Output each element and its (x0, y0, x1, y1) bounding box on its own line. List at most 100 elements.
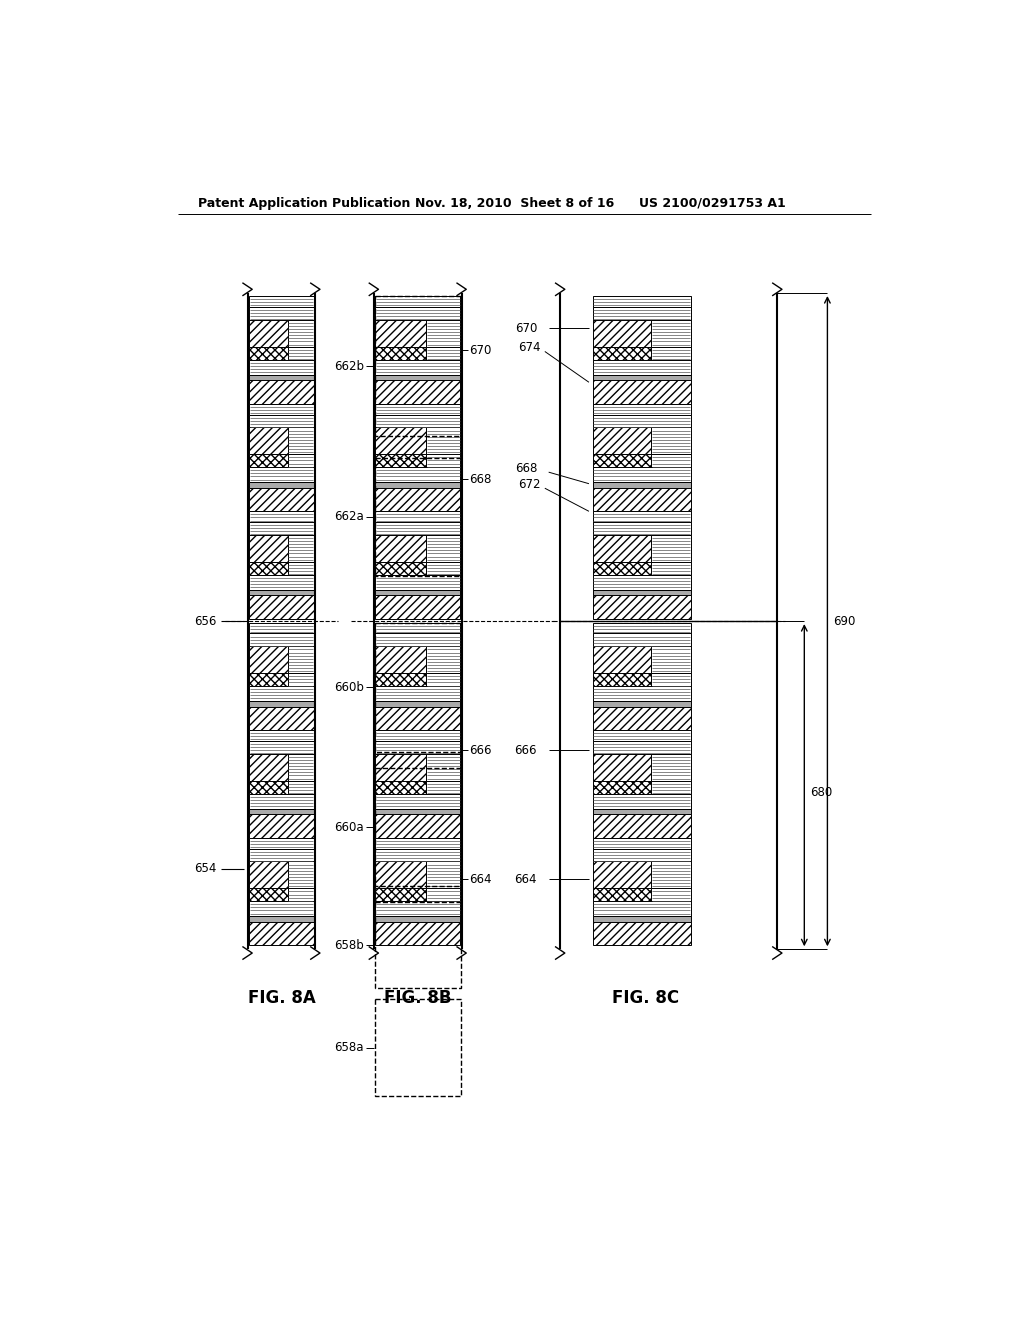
Bar (651, 454, 690, 467)
Text: 658a: 658a (335, 1041, 364, 1053)
Bar (249, 849, 313, 862)
Bar (376, 375, 460, 380)
Bar (249, 414, 313, 428)
Bar (376, 730, 460, 741)
Bar (593, 467, 690, 482)
Bar (249, 347, 288, 359)
Bar (376, 511, 460, 523)
Bar (560, 293, 777, 622)
Bar (376, 916, 460, 921)
Bar (593, 741, 690, 754)
Bar (376, 535, 426, 562)
Bar (249, 380, 313, 404)
Bar (376, 701, 460, 706)
Bar (376, 849, 460, 862)
Bar (593, 862, 651, 888)
Text: 656: 656 (195, 615, 217, 628)
Bar (376, 590, 460, 595)
Bar (376, 838, 460, 849)
Bar (593, 809, 690, 814)
Bar (376, 809, 460, 814)
Bar (593, 623, 690, 634)
Bar (593, 454, 651, 467)
Bar (249, 454, 288, 467)
Bar (651, 754, 690, 781)
Bar (249, 686, 313, 701)
Bar (376, 482, 460, 487)
Bar (426, 562, 460, 574)
Bar (288, 535, 313, 562)
Bar (593, 296, 690, 308)
Bar (651, 862, 690, 888)
Bar (249, 634, 313, 647)
Bar (249, 404, 313, 414)
Bar (593, 916, 690, 921)
Text: 662a: 662a (334, 511, 364, 523)
Bar (426, 347, 460, 359)
Bar (375, 999, 461, 1096)
Text: 668: 668 (469, 473, 492, 486)
Bar (249, 838, 313, 849)
Bar (249, 319, 288, 347)
Bar (593, 793, 690, 809)
Bar (593, 574, 690, 590)
Bar (249, 730, 313, 741)
Bar (376, 347, 426, 359)
Text: 670: 670 (469, 343, 492, 356)
Bar (426, 428, 460, 454)
Text: FIG. 8B: FIG. 8B (384, 989, 452, 1007)
Bar (426, 647, 460, 673)
Bar (593, 595, 690, 619)
Bar (651, 673, 690, 686)
Bar (426, 454, 460, 467)
Bar (560, 622, 777, 949)
Text: 664: 664 (515, 873, 538, 886)
Bar (593, 380, 690, 404)
Bar (376, 319, 426, 347)
Bar (426, 754, 460, 781)
Text: 660a: 660a (334, 821, 364, 833)
Bar (249, 793, 313, 809)
Text: 674: 674 (518, 341, 541, 354)
Bar (593, 511, 690, 523)
Bar (376, 428, 426, 454)
Bar (593, 686, 690, 701)
Bar (376, 574, 460, 590)
Bar (651, 319, 690, 347)
Bar (376, 634, 460, 647)
Bar (376, 793, 460, 809)
Bar (593, 701, 690, 706)
Bar (249, 595, 313, 619)
Bar (376, 487, 460, 511)
Bar (376, 414, 460, 428)
Bar (288, 673, 313, 686)
Bar (376, 296, 460, 308)
Text: 672: 672 (518, 478, 541, 491)
Bar (593, 523, 690, 535)
Bar (376, 523, 460, 535)
Bar (288, 319, 313, 347)
Bar (288, 781, 313, 793)
Bar (593, 730, 690, 741)
Bar (249, 647, 288, 673)
Bar (593, 634, 690, 647)
Bar (249, 535, 288, 562)
Bar (376, 673, 426, 686)
Bar (249, 482, 313, 487)
Bar (426, 535, 460, 562)
Bar (593, 706, 690, 730)
Bar (651, 535, 690, 562)
Bar (249, 781, 288, 793)
Bar (376, 562, 426, 574)
Bar (376, 467, 460, 482)
Bar (288, 647, 313, 673)
Bar (249, 511, 313, 523)
Text: 664: 664 (469, 873, 492, 886)
Bar (249, 590, 313, 595)
Bar (249, 814, 313, 838)
Bar (249, 673, 288, 686)
Bar (593, 814, 690, 838)
Bar (249, 809, 313, 814)
Bar (651, 347, 690, 359)
Text: 666: 666 (469, 743, 492, 756)
